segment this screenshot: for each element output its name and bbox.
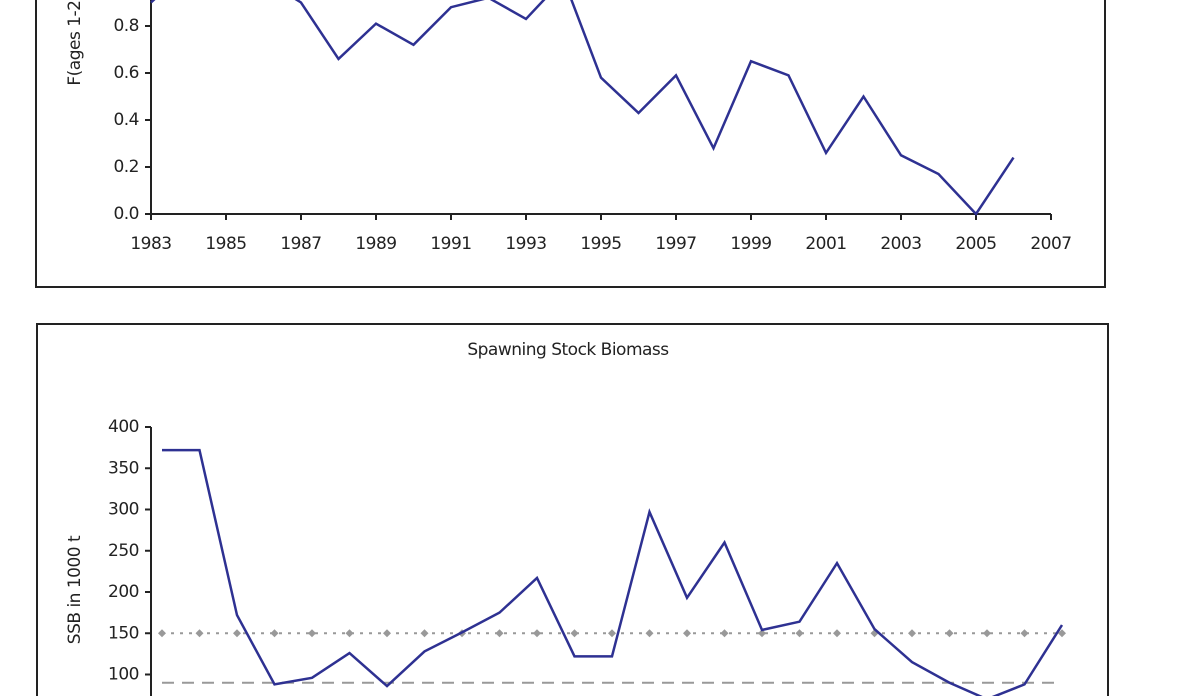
y-tick-label: 100 [108,665,139,685]
y-axis-label: SSB in 1000 t [65,535,85,644]
x-tick-label: 1991 [430,234,471,254]
y-tick-label: 0.2 [113,157,139,177]
x-tick-label: 1983 [130,234,171,254]
reference-marker [645,629,654,638]
reference-marker [233,629,241,638]
x-tick-label: 1989 [355,234,396,254]
chart-frame [36,323,1109,696]
x-tick-label: 1985 [205,234,246,254]
x-tick-label: 1987 [280,234,321,254]
y-tick-label: 400 [108,417,139,437]
reference-marker [608,629,616,638]
reference-marker [195,629,204,638]
reference-marker [795,629,804,638]
x-tick-label: 2005 [955,234,996,254]
reference-marker [983,629,991,638]
reference-marker [383,629,391,638]
y-tick-label: 0.8 [113,16,139,36]
y-tick-label: 150 [108,623,139,643]
reference-marker [683,629,691,638]
y-tick-label: 0.4 [113,110,139,130]
x-tick-label: 2007 [1030,234,1071,254]
reference-marker [345,629,354,638]
y-tick-label: 250 [108,541,139,561]
reference-marker [270,629,279,638]
chart-frame [35,0,1106,288]
reference-marker [420,629,429,638]
reference-marker [533,629,541,638]
y-tick-label: 0.0 [113,204,139,224]
y-tick-label: 200 [108,582,139,602]
x-tick-label: 1997 [655,234,696,254]
y-tick-label: 350 [108,458,139,478]
x-tick-label: 1999 [730,234,771,254]
y-tick-label: 0.6 [113,63,139,83]
reference-marker [1058,629,1066,638]
reference-marker [945,629,954,638]
data-line [162,448,1064,696]
x-tick-label: 2001 [805,234,846,254]
reference-marker [758,629,766,638]
reference-marker [308,629,316,638]
y-tick-label: 300 [108,500,139,520]
reference-marker [158,629,166,638]
reference-marker [908,629,916,638]
reference-marker [570,629,579,638]
chart-title: Spawning Stock Biomass [467,340,669,360]
data-line [150,0,1015,217]
x-tick-label: 1995 [580,234,621,254]
y-axis-label: F(ages 1-2) [65,0,85,86]
reference-marker [720,629,729,638]
x-tick-label: 2003 [880,234,921,254]
reference-marker [833,629,841,638]
reference-marker [1020,629,1029,638]
x-tick-label: 1993 [505,234,546,254]
reference-marker [495,629,504,638]
